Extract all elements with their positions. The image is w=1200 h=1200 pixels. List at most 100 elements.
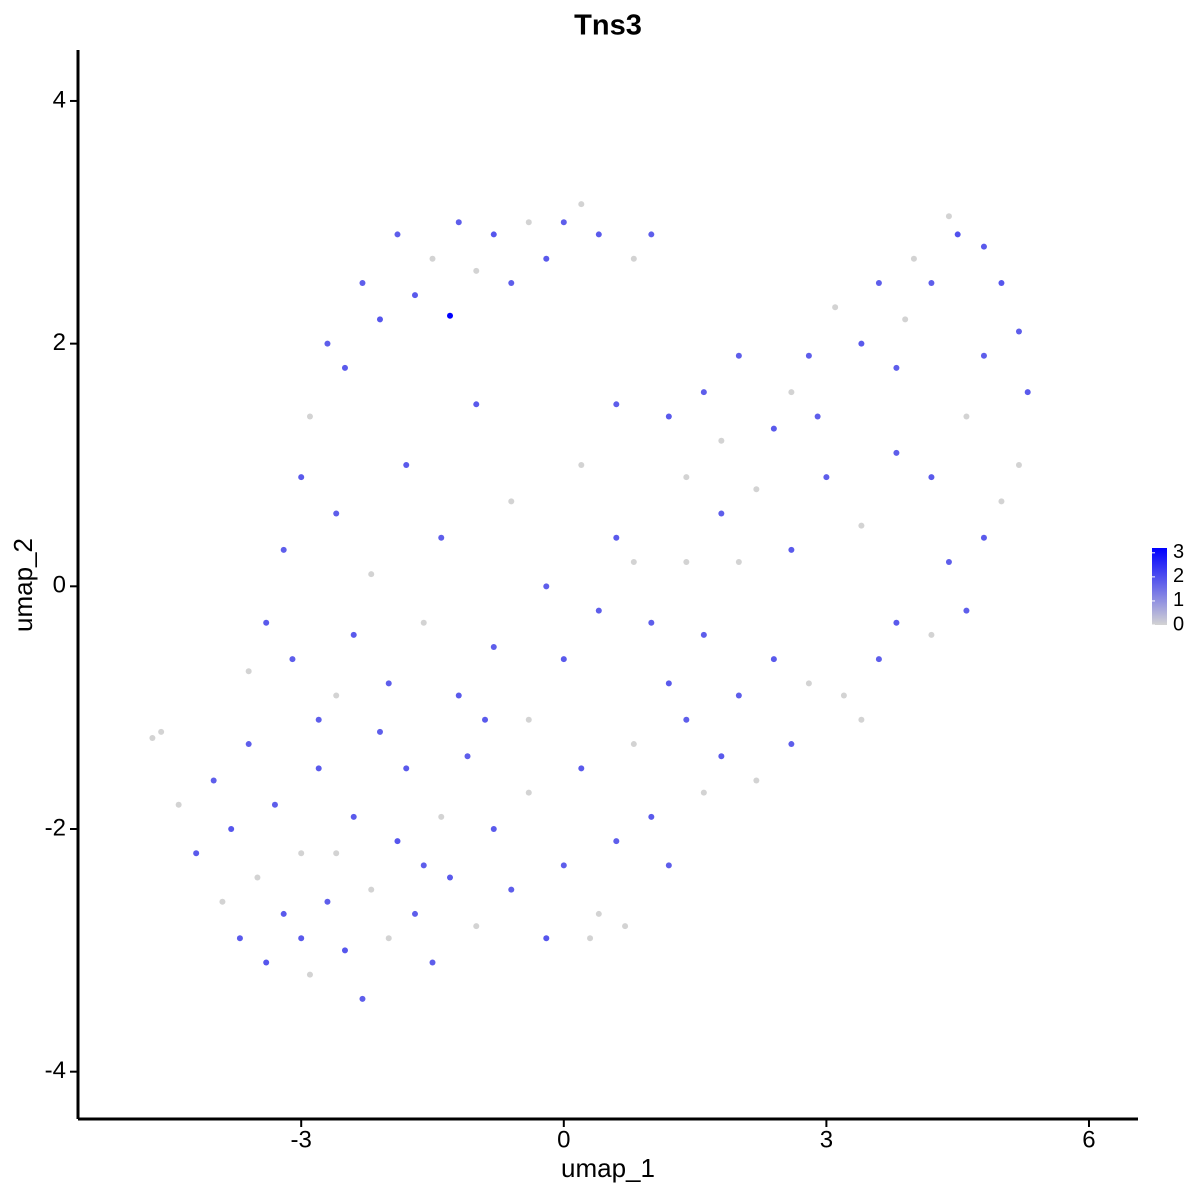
point xyxy=(788,741,795,748)
point xyxy=(158,728,165,735)
point xyxy=(298,474,305,481)
point xyxy=(665,680,672,687)
point xyxy=(193,850,200,857)
point xyxy=(315,765,322,772)
point xyxy=(385,935,392,942)
point xyxy=(543,255,550,262)
point xyxy=(350,813,357,820)
point xyxy=(447,312,454,319)
point xyxy=(893,449,900,456)
point xyxy=(648,619,655,626)
y-tick-label: 0 xyxy=(53,572,66,599)
point xyxy=(525,716,532,723)
point xyxy=(490,231,497,238)
x-tick-label: 0 xyxy=(557,1126,570,1153)
point xyxy=(411,292,418,299)
point xyxy=(875,656,882,663)
point xyxy=(735,559,742,566)
point xyxy=(403,765,410,772)
point xyxy=(543,935,550,942)
point xyxy=(429,255,436,262)
point xyxy=(560,862,567,869)
point xyxy=(700,389,707,396)
point xyxy=(324,340,331,347)
point xyxy=(473,401,480,408)
point xyxy=(271,801,278,808)
point xyxy=(298,850,305,857)
point xyxy=(945,559,952,566)
point xyxy=(385,680,392,687)
point xyxy=(832,304,839,311)
point xyxy=(770,656,777,663)
point xyxy=(359,279,366,286)
point xyxy=(998,498,1005,505)
point xyxy=(420,862,427,869)
point xyxy=(368,886,375,893)
point xyxy=(858,716,865,723)
point xyxy=(648,813,655,820)
point xyxy=(613,534,620,541)
point xyxy=(289,656,296,663)
point xyxy=(578,765,585,772)
point xyxy=(753,486,760,493)
point xyxy=(350,631,357,638)
point xyxy=(508,279,515,286)
point xyxy=(359,995,366,1002)
chart-title: Tns3 xyxy=(574,10,642,42)
point xyxy=(420,619,427,626)
point xyxy=(411,910,418,917)
point xyxy=(245,668,252,675)
point xyxy=(902,316,909,323)
point xyxy=(306,971,313,978)
point xyxy=(735,692,742,699)
x-axis-label: umap_1 xyxy=(561,1153,655,1183)
point xyxy=(578,201,585,208)
point xyxy=(245,741,252,748)
point xyxy=(254,874,261,881)
point xyxy=(805,352,812,359)
point xyxy=(595,607,602,614)
point xyxy=(175,801,182,808)
point xyxy=(963,413,970,420)
point xyxy=(333,510,340,517)
point xyxy=(578,461,585,468)
point xyxy=(210,777,217,784)
point xyxy=(455,219,462,226)
point xyxy=(341,947,348,954)
point xyxy=(473,267,480,274)
y-tick-label: -4 xyxy=(45,1057,66,1084)
point xyxy=(341,364,348,371)
point xyxy=(306,413,313,420)
point xyxy=(394,231,401,238)
point xyxy=(587,935,594,942)
point xyxy=(595,910,602,917)
point xyxy=(735,352,742,359)
point xyxy=(333,850,340,857)
point xyxy=(700,631,707,638)
point xyxy=(630,559,637,566)
point xyxy=(840,692,847,699)
y-tick-label: 4 xyxy=(53,86,66,113)
point xyxy=(753,777,760,784)
point xyxy=(490,643,497,650)
point xyxy=(429,959,436,966)
point xyxy=(980,534,987,541)
point xyxy=(560,656,567,663)
point xyxy=(814,413,821,420)
y-axis-label: umap_2 xyxy=(8,538,38,632)
point xyxy=(858,340,865,347)
point xyxy=(630,255,637,262)
point xyxy=(560,219,567,226)
point xyxy=(613,838,620,845)
point xyxy=(438,534,445,541)
y-tick-label: 2 xyxy=(53,329,66,356)
y-tick-label: -2 xyxy=(45,814,66,841)
colorbar-label: 2 xyxy=(1173,565,1184,587)
point xyxy=(788,546,795,553)
point xyxy=(490,825,497,832)
colorbar xyxy=(1152,548,1167,625)
point xyxy=(280,546,287,553)
point xyxy=(718,437,725,444)
point xyxy=(525,789,532,796)
